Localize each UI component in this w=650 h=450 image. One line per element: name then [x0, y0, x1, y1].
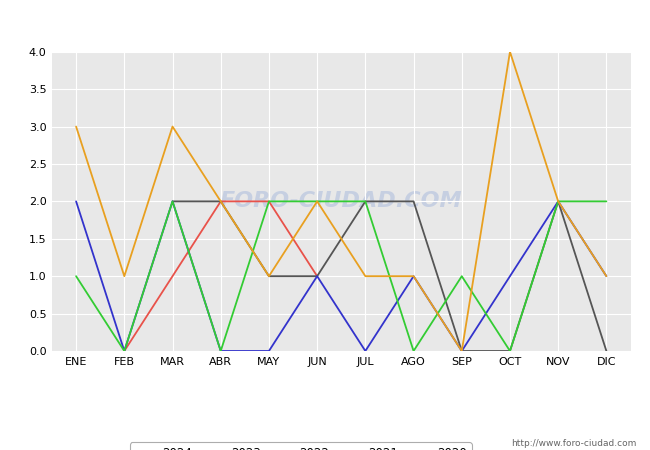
Text: FORO-CIUDAD.COM: FORO-CIUDAD.COM — [220, 191, 463, 212]
Text: http://www.foro-ciudad.com: http://www.foro-ciudad.com — [512, 439, 637, 448]
Text: Matriculaciones de Vehiculos en Degaña: Matriculaciones de Vehiculos en Degaña — [157, 14, 493, 33]
Legend: 2024, 2023, 2022, 2021, 2020: 2024, 2023, 2022, 2021, 2020 — [130, 442, 471, 450]
